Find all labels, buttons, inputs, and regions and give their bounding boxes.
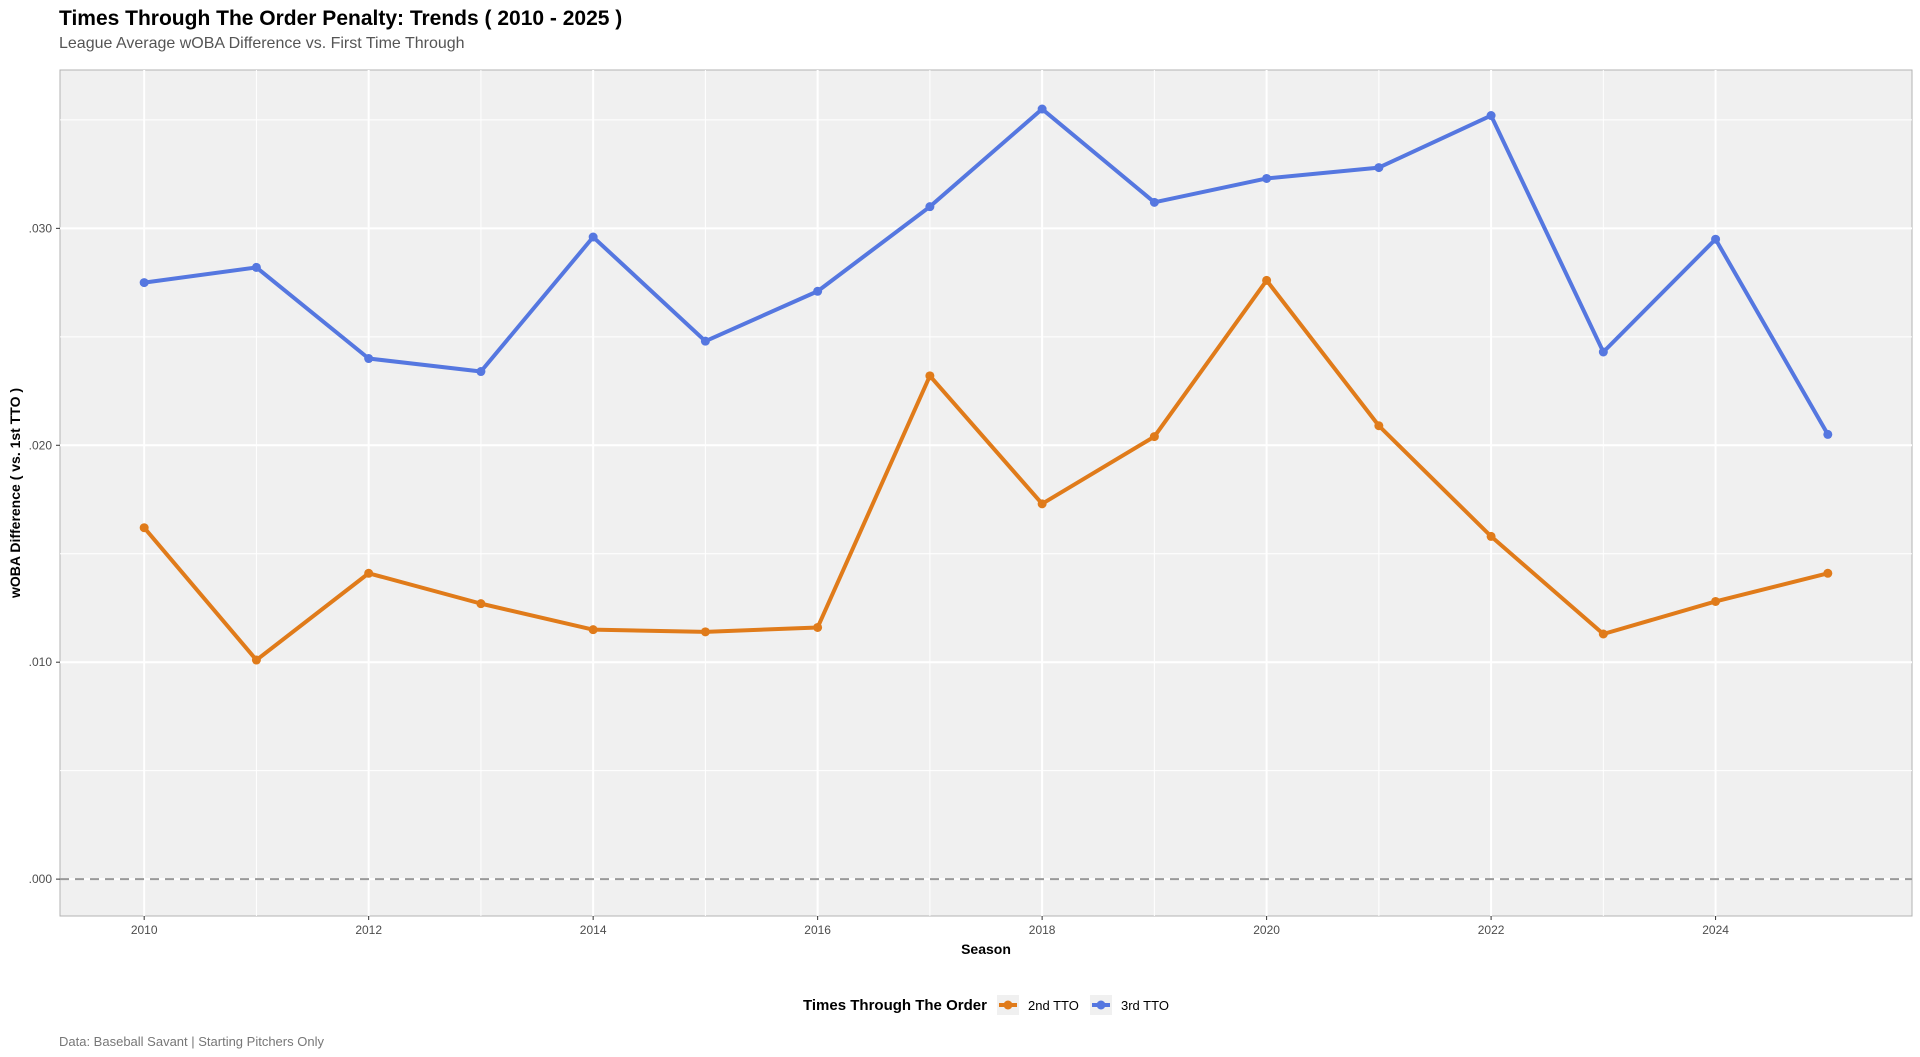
legend-label: 3rd TTO	[1121, 998, 1169, 1013]
x-tick-label: 2020	[1253, 923, 1280, 937]
legend: Times Through The Order 2nd TTO 3rd TTO	[803, 995, 1169, 1015]
data-point	[251, 655, 261, 665]
data-point	[1598, 347, 1608, 357]
data-point	[700, 336, 710, 346]
legend-key-point	[1003, 1000, 1013, 1010]
plot-panel	[59, 69, 1913, 917]
x-axis-title: Season	[961, 941, 1011, 957]
data-point	[251, 262, 261, 272]
chart-caption: Data: Baseball Savant | Starting Pitcher…	[59, 1034, 324, 1049]
data-point	[1486, 111, 1496, 121]
x-tick-label: 2010	[131, 923, 158, 937]
x-axis-ticks: 2010 2012 2014 2016 2018 2020 2022 2024	[131, 916, 1729, 937]
y-axis-title: wOBA Difference ( vs. 1st TTO )	[7, 388, 23, 599]
x-tick-label: 2022	[1478, 923, 1505, 937]
data-point	[588, 232, 598, 242]
series-line	[142, 107, 1830, 437]
series-1	[139, 104, 1833, 439]
data-point	[1037, 499, 1047, 509]
data-point	[925, 202, 935, 212]
data-point	[813, 622, 823, 632]
data-point	[813, 286, 823, 296]
y-tick-label: .010	[29, 655, 53, 669]
data-point	[1037, 104, 1047, 114]
legend-key-point	[1096, 1000, 1106, 1010]
y-axis-ticks: .000 .010 .020 .030	[29, 221, 60, 886]
data-point	[700, 627, 710, 637]
data-point	[1598, 629, 1608, 639]
x-tick-label: 2014	[580, 923, 607, 937]
legend-label: 2nd TTO	[1028, 998, 1079, 1013]
legend-title: Times Through The Order	[803, 997, 987, 1014]
data-point	[1262, 173, 1272, 183]
legend-items: 2nd TTO 3rd TTO	[997, 995, 1169, 1015]
data-point	[1262, 275, 1272, 285]
chart-subtitle: League Average wOBA Difference vs. First…	[59, 35, 465, 52]
data-point	[1486, 531, 1496, 541]
x-tick-label: 2016	[804, 923, 831, 937]
data-point	[1711, 234, 1721, 244]
y-tick-label: .020	[29, 438, 53, 452]
chart-title: Times Through The Order Penalty: Trends …	[59, 7, 622, 30]
series-0	[139, 275, 1833, 665]
x-tick-label: 2024	[1702, 923, 1729, 937]
data-point	[476, 367, 486, 377]
x-tick-label: 2012	[355, 923, 382, 937]
data-point	[1374, 421, 1384, 431]
data-point	[1711, 596, 1721, 606]
legend-item-1: 3rd TTO	[1090, 995, 1169, 1015]
legend-item-0: 2nd TTO	[997, 995, 1079, 1015]
series-layer	[139, 104, 1833, 665]
data-point	[364, 568, 374, 578]
data-point	[139, 278, 149, 288]
data-point	[364, 354, 374, 364]
data-point	[1823, 568, 1833, 578]
data-point	[139, 523, 149, 533]
y-tick-label: .000	[29, 872, 53, 886]
grid-major	[60, 70, 1912, 916]
x-tick-label: 2018	[1029, 923, 1056, 937]
data-point	[588, 625, 598, 635]
data-point	[925, 371, 935, 381]
data-point	[1823, 429, 1833, 439]
data-point	[1149, 197, 1159, 207]
data-point	[1374, 163, 1384, 173]
data-point	[1149, 432, 1159, 442]
series-line	[142, 278, 1830, 663]
y-tick-label: .030	[29, 221, 53, 235]
data-point	[476, 599, 486, 609]
